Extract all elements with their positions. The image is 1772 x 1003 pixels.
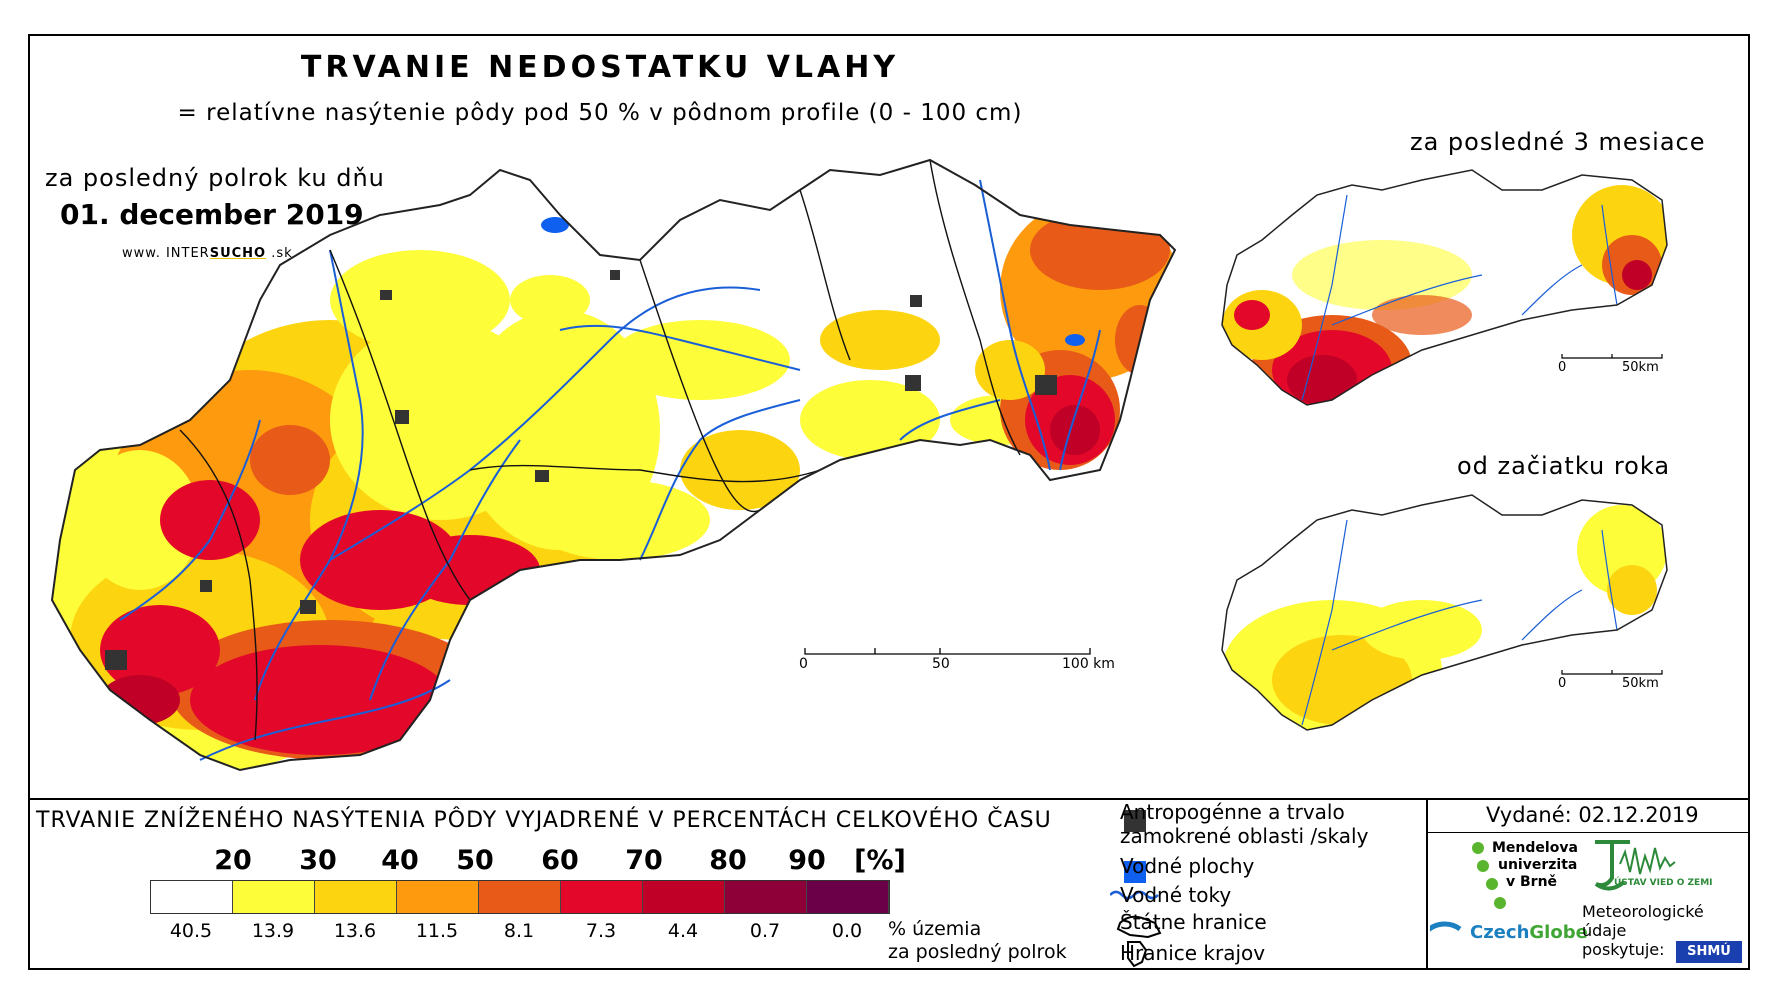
- main-map-urban-areas: [105, 270, 1057, 670]
- inset-2-scale-label-0: 0: [1558, 676, 1567, 691]
- symbol-key-icons: [1110, 810, 1162, 968]
- key-rivers: Vodné toky: [1120, 883, 1232, 907]
- region-outline-icon: [1127, 941, 1148, 968]
- key-state-border: Štátne hranice: [1120, 910, 1267, 934]
- area-percent-label: % územia za posledný polrok: [888, 918, 1067, 964]
- area-percent: 7.3: [585, 920, 617, 942]
- met-line1: Meteorologické: [1582, 902, 1704, 921]
- mendelu-logo: [1430, 842, 1506, 932]
- main-map-period: za posledný polrok ku dňu: [45, 164, 385, 192]
- legend-title: TRVANIE ZNÍŽENÉHO NASÝTENIA PÔDY VYJADRE…: [36, 808, 1052, 833]
- class-bound-unit: [%]: [854, 845, 906, 876]
- legend-swatch: [397, 881, 479, 913]
- legend-divider: [1426, 798, 1428, 970]
- inset-2-scale-bar: [1561, 670, 1663, 675]
- inset-2-scale-label-50: 50km: [1622, 676, 1659, 691]
- inset-map-year: [1221, 494, 1668, 731]
- met-data-text: Meteorologické údaje poskytuje:: [1582, 902, 1704, 959]
- area-label-line1: % územia: [888, 918, 982, 940]
- website-suffix: .sk: [266, 246, 293, 261]
- area-percent: 13.6: [333, 920, 377, 942]
- key-urban: Antropogénne a trvalo zamokrené oblasti …: [1120, 800, 1368, 848]
- map-title: TRVANIE NEDOSTATKU VLAHY: [300, 50, 900, 85]
- dark-square-icon: [1124, 810, 1146, 832]
- class-bound-20: 20: [214, 845, 252, 876]
- blue-square-icon: [1124, 861, 1146, 883]
- inset-1-scale-label-0: 0: [1558, 360, 1567, 375]
- met-line3: poskytuje:: [1582, 940, 1665, 959]
- area-percent: 8.1: [503, 920, 535, 942]
- legend-color-bar: [150, 880, 890, 914]
- czechglobe-a: Czech: [1470, 922, 1530, 943]
- mendelu-line1: Mendelova: [1492, 840, 1578, 856]
- mendelu-line2: univerzita: [1498, 857, 1578, 873]
- ustav-text: ÚSTAV VIED O ZEMI: [1614, 878, 1713, 888]
- main-map-state-border: [50, 158, 1177, 772]
- key-water-bodies: Vodné plochy: [1120, 854, 1255, 878]
- czechglobe-logo: CzechGlobe: [1470, 922, 1588, 943]
- inset-1-title: za posledné 3 mesiace: [1410, 128, 1706, 156]
- key-urban-line2: zamokrené oblasti /skaly: [1120, 824, 1369, 848]
- class-bound-30: 30: [299, 845, 337, 876]
- issued-date: Vydané: 02.12.2019: [1486, 803, 1699, 827]
- main-map-scale-bar: [804, 648, 1091, 655]
- legend-swatch: [233, 881, 315, 913]
- main-scale-label-50: 50: [932, 656, 950, 672]
- legend-swatch: [479, 881, 561, 913]
- main-map-water-bodies: [541, 217, 1085, 346]
- area-percent: 11.5: [415, 920, 459, 942]
- key-region-border: Hranice krajov: [1120, 941, 1266, 965]
- mendelu-line3: v Brně: [1506, 874, 1558, 890]
- class-bound-90: 90: [788, 845, 826, 876]
- class-bound-40: 40: [381, 845, 419, 876]
- main-map-date: 01. december 2019: [60, 198, 364, 231]
- area-percent: 13.9: [251, 920, 295, 942]
- website-label: www. INTERSUCHO .sk: [122, 246, 293, 261]
- website-prefix: www. INTER: [122, 246, 210, 261]
- inset-2-title: od začiatku roka: [1457, 452, 1671, 480]
- area-percent: 0.0: [831, 920, 863, 942]
- main-map-region-borders: [179, 159, 1021, 741]
- main-map-rivers: [119, 179, 1101, 761]
- key-urban-line1: Antropogénne a trvalo: [1120, 800, 1345, 824]
- inset-map-3-months: [1221, 169, 1668, 406]
- area-percent: 0.7: [749, 920, 781, 942]
- legend-swatch: [561, 881, 643, 913]
- met-line2: údaje: [1582, 921, 1627, 940]
- czechglobe-b: Globe: [1529, 922, 1588, 943]
- border-outline-icon: [1116, 915, 1162, 939]
- legend-area-percentages: 40.5 13.9 13.6 11.5 8.1 7.3 4.4 0.7 0.0: [150, 920, 910, 944]
- map-subtitle: = relatívne nasýtenie pôdy pod 50 % v pô…: [177, 100, 1023, 126]
- class-bound-50: 50: [456, 845, 494, 876]
- main-scale-label-100: 100 km: [1062, 656, 1115, 672]
- issued-divider: [1428, 832, 1750, 833]
- inset-1-scale-label-50: 50km: [1622, 360, 1659, 375]
- legend-swatch: [807, 881, 889, 913]
- main-scale-label-0: 0: [799, 656, 808, 672]
- inset-1-scale-bar: [1561, 354, 1663, 359]
- class-bound-80: 80: [709, 845, 747, 876]
- legend-class-bounds: 20 30 40 50 60 70 80 90 [%]: [150, 845, 910, 879]
- website-brand: SUCHO: [209, 246, 267, 261]
- legend-swatch: [725, 881, 807, 913]
- legend-swatch: [643, 881, 725, 913]
- ustav-logo: [1594, 840, 1676, 891]
- figure-frame: [28, 34, 1750, 970]
- main-map-drought-layer: [52, 160, 1175, 770]
- legend-panel: [28, 798, 1750, 970]
- shmu-logo: SHMÚ: [1676, 941, 1742, 963]
- class-bound-70: 70: [625, 845, 663, 876]
- area-label-line2: za posledný polrok: [888, 941, 1067, 963]
- wavy-line-icon: [1110, 890, 1159, 900]
- area-percent: 4.4: [667, 920, 699, 942]
- legend-swatch: [151, 881, 233, 913]
- mendelu-text: Mendelova univerzita v Brně: [1492, 840, 1578, 891]
- area-percent: 40.5: [169, 920, 213, 942]
- legend-swatch: [315, 881, 397, 913]
- class-bound-60: 60: [541, 845, 579, 876]
